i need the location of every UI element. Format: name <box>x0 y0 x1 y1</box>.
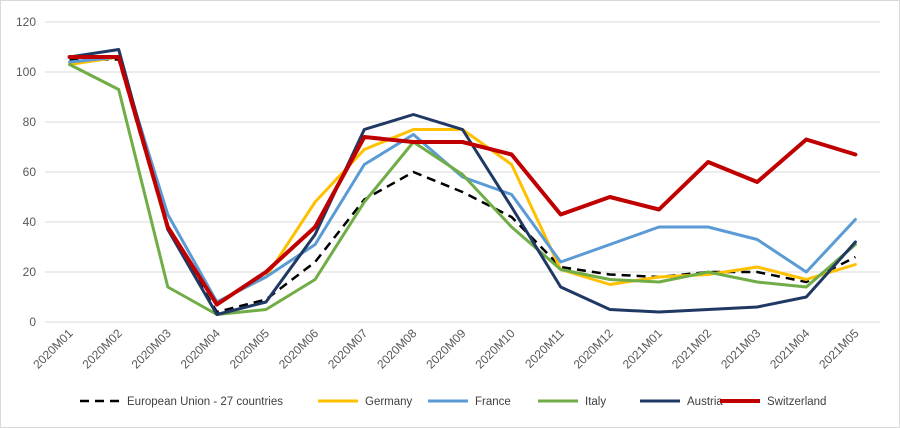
x-tick-label: 2020M12 <box>571 326 617 372</box>
x-tick-label: 2020M03 <box>129 326 175 372</box>
legend-label-0: European Union - 27 countries <box>127 396 283 408</box>
series-line-3 <box>68 63 857 316</box>
x-tick-label: 2021M02 <box>669 326 715 372</box>
x-tick-label: 2020M07 <box>325 326 371 372</box>
legend-label-4: Austria <box>687 396 723 408</box>
x-axis-labels: 2020M01 2020M02 2020M03 2020M04 2020M05 2020M… <box>30 326 861 372</box>
series-line-4 <box>68 48 857 316</box>
y-tick-label: 120 <box>16 15 36 29</box>
x-tick-label: 2021M03 <box>718 326 764 372</box>
x-tick-label: 2021M05 <box>816 326 862 372</box>
series-lines <box>67 48 858 316</box>
y-tick-label: 40 <box>23 215 37 229</box>
x-tick-label: 2020M06 <box>276 326 322 372</box>
legend-label-2: France <box>475 396 511 408</box>
legend-label-5: Switzerland <box>767 396 826 408</box>
series-line-2 <box>68 55 857 304</box>
x-tick-label: 2020M05 <box>227 326 273 372</box>
y-tick-label: 60 <box>23 165 37 179</box>
legend-label-1: Germany <box>365 396 413 408</box>
x-tick-label: 2020M11 <box>522 326 567 371</box>
x-tick-label: 2020M01 <box>30 326 76 372</box>
legend-label-3: Italy <box>585 396 606 408</box>
series-line-0 <box>69 58 856 314</box>
x-tick-label: 2020M09 <box>423 326 469 372</box>
x-tick-label: 2020M02 <box>80 326 126 372</box>
x-tick-label: 2020M10 <box>472 326 518 372</box>
y-tick-label: 20 <box>23 265 37 279</box>
grid-lines <box>45 21 880 323</box>
x-tick-label: 2021M01 <box>620 326 666 372</box>
y-tick-label: 100 <box>16 65 36 79</box>
series-line-5 <box>67 55 858 307</box>
legend: European Union - 27 countries Germany Fran… <box>80 396 826 408</box>
y-tick-label: 80 <box>23 115 37 129</box>
x-tick-label: 2020M08 <box>374 326 420 372</box>
x-tick-label: 2021M04 <box>767 326 813 372</box>
y-tick-label: 0 <box>29 315 36 329</box>
x-tick-label: 2020M04 <box>178 326 224 372</box>
y-axis-labels: 0 20 40 60 80 100 120 <box>16 15 36 329</box>
